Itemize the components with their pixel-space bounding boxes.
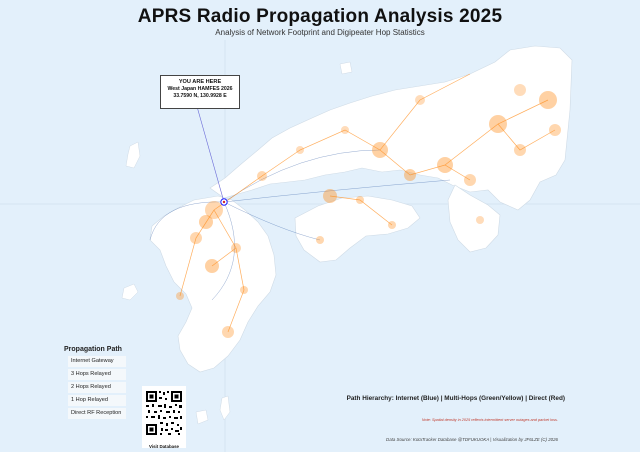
- kii-peninsula-landmass: [447, 184, 501, 253]
- tsushima-island: [125, 141, 141, 169]
- oki-islands: [339, 61, 353, 75]
- legend-item-internet: Internet Gateway: [68, 356, 126, 367]
- honshu-landmass: [209, 45, 573, 211]
- kyushu-landmass: [149, 195, 277, 373]
- tanegashima-island: [219, 395, 231, 421]
- shikoku-landmass: [294, 195, 421, 263]
- callout-event: West Japan HAMFES 2026: [167, 86, 233, 92]
- legend-title: Propagation Path: [64, 346, 122, 353]
- legend-item-direct-rf: Direct RF Reception: [68, 408, 126, 419]
- path-hierarchy-caption: Path Hierarchy: Internet (Blue) | Multi-…: [346, 395, 565, 402]
- callout-coordinates: 33.7590 N, 130.9928 E: [173, 93, 227, 99]
- legend: Propagation Path Internet Gateway 3 Hops…: [64, 346, 126, 421]
- legend-item-2-hops: 2 Hops Relayed: [68, 382, 126, 393]
- goto-islands: [121, 283, 139, 301]
- road-network: [179, 73, 556, 333]
- yakushima-island: [195, 409, 209, 425]
- data-source: Data Source: KotaTracker Database @TDFUK…: [386, 437, 558, 442]
- data-note: Note: Spatial density in 2025 reflects i…: [421, 418, 558, 422]
- callout-pointer: [195, 102, 225, 203]
- map-subtitle: Analysis of Network Footprint and Digipe…: [215, 28, 425, 37]
- legend-item-3-hops: 3 Hops Relayed: [68, 369, 126, 380]
- qr-code-label: Visit Database: [149, 444, 179, 449]
- qr-code-panel[interactable]: Visit Database: [142, 386, 186, 449]
- qr-code-icon[interactable]: [144, 389, 184, 437]
- you-are-here-callout: YOU ARE HERE West Japan HAMFES 2026 33.7…: [160, 75, 240, 109]
- legend-item-1-hop: 1 Hop Relayed: [68, 395, 126, 406]
- map-title: APRS Radio Propagation Analysis 2025: [137, 6, 503, 27]
- callout-heading: YOU ARE HERE: [178, 79, 222, 85]
- location-marker: [222, 200, 226, 204]
